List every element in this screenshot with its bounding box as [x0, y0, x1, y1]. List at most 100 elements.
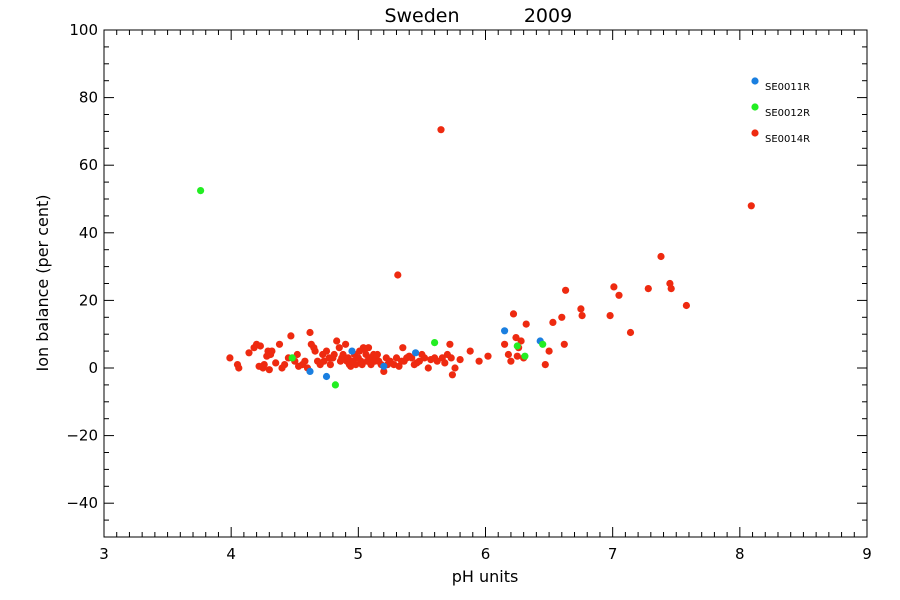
- data-point-se0014r: [333, 337, 341, 345]
- data-point-se0014r: [245, 349, 253, 357]
- data-point-se0014r: [320, 357, 328, 365]
- y-tick-label: 80: [79, 89, 98, 107]
- y-tick-label: 20: [79, 291, 98, 309]
- legend: SE0011R SE0012R SE0014R: [751, 77, 810, 145]
- data-point-se0014r: [484, 352, 492, 360]
- axis-ticks: [103, 29, 868, 538]
- data-point-se0014r: [358, 361, 366, 369]
- data-point-se0014r: [287, 332, 295, 340]
- data-point-se0014r: [657, 252, 665, 261]
- data-point-se0011r: [380, 362, 388, 370]
- data-point-se0014r: [306, 328, 314, 337]
- data-point-se0014r: [451, 364, 459, 372]
- axis-tick-labels: 3 4 5 6 7 8 9 −40 −20 0 20 40 60 80 100: [66, 21, 871, 563]
- data-point-se0014r: [275, 340, 284, 348]
- chart-title: Sweden: [384, 5, 459, 27]
- data-point-se0014r: [466, 347, 474, 355]
- data-point-se0014r: [399, 344, 407, 352]
- data-point-se0011r: [322, 372, 331, 381]
- data-point-se0014r: [448, 371, 456, 379]
- data-point-se0014r: [265, 366, 273, 374]
- data-point-se0014r: [392, 354, 401, 362]
- data-point-se0014r: [558, 313, 566, 321]
- x-tick-label: 3: [99, 545, 109, 563]
- legend-marker: [751, 103, 759, 111]
- data-point-se0014r: [610, 283, 618, 291]
- data-point-se0014r: [507, 357, 515, 365]
- data-point-se0014r: [578, 312, 586, 320]
- data-point-se0014r: [272, 359, 280, 367]
- data-point-se0012r: [521, 352, 529, 360]
- data-point-se0014r: [615, 291, 623, 299]
- data-point-se0014r: [408, 354, 416, 362]
- data-point-se0014r: [475, 357, 483, 365]
- data-point-se0014r: [644, 285, 652, 293]
- data-point-se0014r: [420, 354, 429, 362]
- data-point-se0014r: [260, 361, 268, 369]
- x-tick-label: 7: [608, 545, 618, 563]
- data-point-se0014r: [394, 271, 402, 279]
- data-point-se0014r: [380, 367, 388, 375]
- data-point-se0014r: [541, 361, 549, 369]
- chart-title-year: 2009: [524, 5, 572, 27]
- data-point-se0014r: [339, 350, 347, 359]
- data-points: [197, 126, 755, 389]
- data-point-se0014r: [311, 347, 319, 355]
- data-point-se0011r: [306, 367, 314, 375]
- data-point-se0014r: [606, 312, 614, 320]
- data-point-se0014r: [330, 350, 338, 359]
- y-tick-label: −40: [66, 494, 98, 512]
- data-point-se0014r: [235, 364, 243, 372]
- data-point-se0014r: [335, 344, 343, 352]
- data-point-se0012r: [539, 340, 547, 348]
- legend-marker: [751, 129, 759, 137]
- data-point-se0014r: [447, 354, 455, 362]
- data-point-se0014r: [342, 340, 350, 348]
- x-tick-label: 8: [735, 545, 745, 563]
- data-point-se0014r: [682, 301, 691, 310]
- y-tick-label: 60: [79, 156, 98, 174]
- data-point-se0014r: [560, 340, 568, 348]
- data-point-se0014r: [549, 318, 557, 326]
- data-point-se0014r: [352, 361, 360, 369]
- data-point-se0014r: [517, 337, 525, 345]
- data-point-se0014r: [562, 286, 570, 294]
- legend-marker: [751, 77, 759, 85]
- y-tick-label: −20: [66, 427, 98, 445]
- data-point-se0014r: [667, 285, 675, 293]
- data-point-se0011r: [501, 327, 509, 335]
- x-tick-label: 5: [354, 545, 364, 563]
- data-point-se0014r: [293, 350, 301, 359]
- data-point-se0014r: [747, 202, 755, 210]
- data-point-se0014r: [415, 357, 423, 365]
- data-point-se0014r: [437, 126, 445, 134]
- data-point-se0012r: [197, 187, 205, 195]
- data-point-se0014r: [456, 356, 464, 364]
- x-tick-label: 9: [862, 545, 872, 563]
- data-point-se0012r: [431, 339, 439, 347]
- data-point-se0014r: [512, 334, 520, 342]
- legend-label: SE0011R: [765, 82, 810, 93]
- data-point-se0014r: [364, 344, 373, 352]
- x-axis-label: pH units: [452, 567, 519, 586]
- data-point-se0014r: [373, 350, 381, 359]
- data-point-se0012r: [513, 342, 521, 350]
- data-point-se0014r: [256, 342, 264, 350]
- data-point-se0014r: [226, 354, 234, 362]
- data-point-se0014r: [545, 347, 553, 355]
- data-point-se0012r: [288, 354, 296, 362]
- x-tick-label: 6: [481, 545, 491, 563]
- data-point-se0014r: [326, 361, 334, 369]
- data-point-se0014r: [501, 340, 509, 348]
- data-point-se0011r: [412, 349, 420, 357]
- y-axis-label: Ion balance (per cent): [33, 194, 52, 371]
- data-point-se0011r: [348, 347, 356, 355]
- data-point-se0014r: [268, 347, 276, 355]
- legend-label: SE0012R: [765, 108, 810, 119]
- y-tick-label: 40: [79, 224, 98, 242]
- x-tick-label: 4: [226, 545, 236, 563]
- data-point-se0014r: [626, 328, 635, 337]
- data-point-se0014r: [441, 359, 449, 367]
- data-point-se0014r: [513, 352, 521, 360]
